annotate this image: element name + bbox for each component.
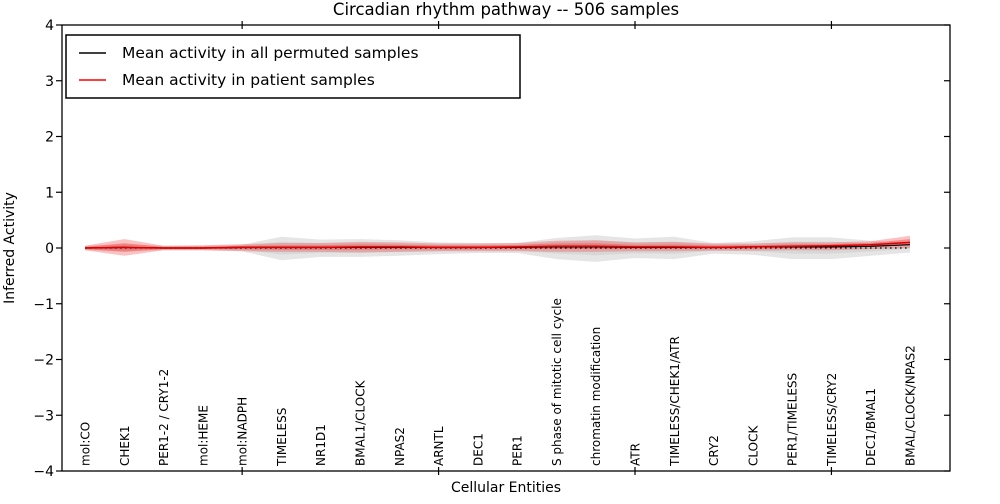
legend-box: [65, 34, 521, 99]
x-tick-label-entity: ARNTL: [432, 426, 446, 466]
axis-tick-labels-layer: 4 3 2 1 0 −1 −2 −3 −4 mol:CO CHEK1 PER1-2 / CRY1-2 m…: [33, 18, 917, 480]
chart-title: Circadian rhythm pathway -- 506 samples: [333, 0, 679, 19]
y-axis-label: Inferred Activity: [2, 192, 18, 304]
x-tick-label-entity: CRY2: [707, 435, 721, 466]
x-tick-label-entity: mol:HEME: [196, 405, 210, 466]
permuted-band-outer: [85, 235, 910, 262]
y-tick-label: −4: [33, 464, 54, 480]
x-tick-label-entity: PER1/TIMELESS: [786, 373, 800, 466]
y-tick-label: 4: [45, 18, 54, 34]
y-tick-label: 0: [45, 241, 54, 257]
x-axis-label: Cellular Entities: [451, 480, 561, 496]
legend: Mean activity in all permuted samples Me…: [65, 34, 521, 99]
x-tick-label-entity: mol:CO: [79, 422, 93, 466]
plot-frame: [61, 24, 951, 472]
x-tick-label-entity: CLOCK: [746, 425, 760, 466]
x-tick-label-entity: BMAL1/CLOCK: [354, 379, 368, 466]
x-tick-label-entity: S phase of mitotic cell cycle: [550, 298, 564, 466]
x-tick-label-entity: TIMELESS/CHEK1/ATR: [668, 336, 682, 467]
x-tick-label-entity: NPAS2: [393, 427, 407, 466]
x-tick-label-entity: mol:NADPH: [236, 397, 250, 466]
y-tick-label: −1: [33, 297, 54, 313]
x-tick-label-entity: DEC1/BMAL1: [864, 388, 878, 466]
x-tick-label-entity: NR1D1: [314, 424, 328, 466]
patient-mean-line: [84, 241, 911, 249]
x-tick-label-entity: ATR: [629, 443, 643, 466]
legend-patient-label: Mean activity in patient samples: [122, 71, 375, 89]
y-tick-label: 1: [45, 185, 54, 201]
x-tick-label-entity: PER1-2 / CRY1-2: [157, 369, 171, 466]
x-tick-label-entity: TIMELESS/CRY2: [825, 373, 839, 467]
y-tick-label: 2: [45, 130, 54, 146]
x-tick-label-entity: CHEK1: [118, 426, 132, 467]
series-lines-layer: [84, 241, 911, 249]
x-tick-label-entity: DEC1: [471, 433, 485, 466]
legend-permuted-label: Mean activity in all permuted samples: [122, 44, 419, 62]
x-tick-label-entity: chromatin modification: [589, 327, 603, 466]
x-tick-label-entity: TIMELESS: [275, 408, 289, 467]
y-tick-label: 3: [45, 74, 54, 90]
y-tick-label: −3: [33, 408, 54, 424]
y-tick-label: −2: [33, 353, 54, 369]
patient-band-outer: [85, 235, 910, 256]
x-tick-label-entity: PER1: [511, 435, 525, 466]
x-tick-label-entity: BMAL/CLOCK/NPAS2: [904, 345, 918, 466]
